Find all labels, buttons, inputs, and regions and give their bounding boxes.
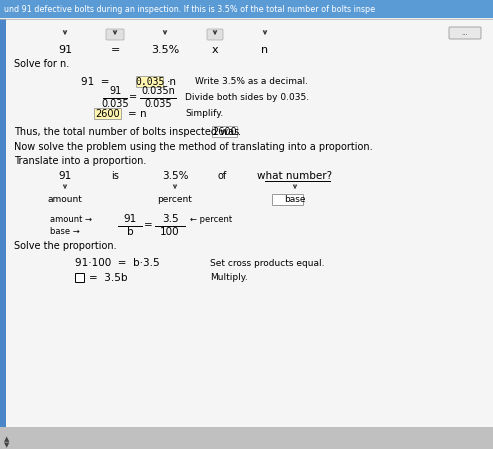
Text: Write 3.5% as a decimal.: Write 3.5% as a decimal.	[195, 78, 308, 87]
Text: amount: amount	[47, 195, 82, 204]
Text: 0.035: 0.035	[101, 99, 129, 109]
Text: und 91 defective bolts during an inspection. If this is 3.5% of the total number: und 91 defective bolts during an inspect…	[4, 4, 375, 13]
Text: Now solve the problem using the method of translating into a proportion.: Now solve the problem using the method o…	[14, 142, 373, 152]
Text: Solve for n.: Solve for n.	[14, 59, 69, 69]
Text: of: of	[217, 171, 227, 181]
Text: 0.035: 0.035	[135, 77, 165, 87]
Text: what number?: what number?	[257, 171, 333, 181]
Text: 0.035n: 0.035n	[141, 86, 175, 96]
FancyBboxPatch shape	[95, 109, 121, 119]
Text: ...: ...	[461, 30, 468, 36]
FancyBboxPatch shape	[212, 127, 238, 137]
Text: =: =	[143, 220, 152, 230]
Text: 3.5%: 3.5%	[162, 171, 188, 181]
Text: 91: 91	[109, 86, 121, 96]
Text: Solve the proportion.: Solve the proportion.	[14, 241, 117, 251]
Text: Set cross products equal.: Set cross products equal.	[210, 259, 324, 268]
FancyBboxPatch shape	[106, 29, 124, 40]
FancyBboxPatch shape	[273, 194, 304, 206]
Text: 2600: 2600	[212, 127, 237, 137]
Text: =: =	[110, 45, 120, 55]
Text: ← percent: ← percent	[190, 215, 232, 224]
Text: percent: percent	[158, 195, 192, 204]
Text: 3.5%: 3.5%	[151, 45, 179, 55]
Text: base →: base →	[50, 228, 80, 237]
Text: Multiply.: Multiply.	[210, 273, 248, 282]
Bar	[0, 427, 493, 449]
Text: 2600: 2600	[96, 109, 120, 119]
Text: Translate into a proportion.: Translate into a proportion.	[14, 156, 146, 166]
Text: Simplify.: Simplify.	[185, 110, 223, 119]
Text: =: =	[129, 92, 137, 102]
Text: 91: 91	[123, 214, 137, 224]
Text: 0.035: 0.035	[144, 99, 172, 109]
Text: 91: 91	[58, 171, 71, 181]
FancyBboxPatch shape	[137, 76, 164, 88]
Text: ▼: ▼	[4, 442, 9, 448]
FancyBboxPatch shape	[449, 27, 481, 39]
Text: Thus, the total number of bolts inspected was: Thus, the total number of bolts inspecte…	[14, 127, 239, 137]
Text: amount →: amount →	[50, 215, 92, 224]
Text: 91: 91	[58, 45, 72, 55]
Bar	[0, 0, 493, 18]
Text: base: base	[284, 195, 306, 204]
Text: b: b	[127, 227, 133, 237]
Text: 3.5: 3.5	[162, 214, 178, 224]
Text: = n: = n	[128, 109, 146, 119]
Text: 100: 100	[160, 227, 180, 237]
Text: .: .	[238, 127, 241, 137]
Text: Divide both sides by 0.035.: Divide both sides by 0.035.	[185, 92, 309, 101]
Text: ·n: ·n	[167, 77, 177, 87]
Bar	[0, 19, 6, 449]
Text: 91  =: 91 =	[81, 77, 109, 87]
FancyBboxPatch shape	[207, 29, 223, 40]
Text: is: is	[111, 171, 119, 181]
Text: =  3.5b: = 3.5b	[89, 273, 128, 283]
Text: x: x	[211, 45, 218, 55]
Text: ▲: ▲	[4, 436, 9, 442]
Text: n: n	[261, 45, 269, 55]
Bar	[75, 273, 84, 282]
Text: 91·100  =  b·3.5: 91·100 = b·3.5	[75, 258, 160, 268]
